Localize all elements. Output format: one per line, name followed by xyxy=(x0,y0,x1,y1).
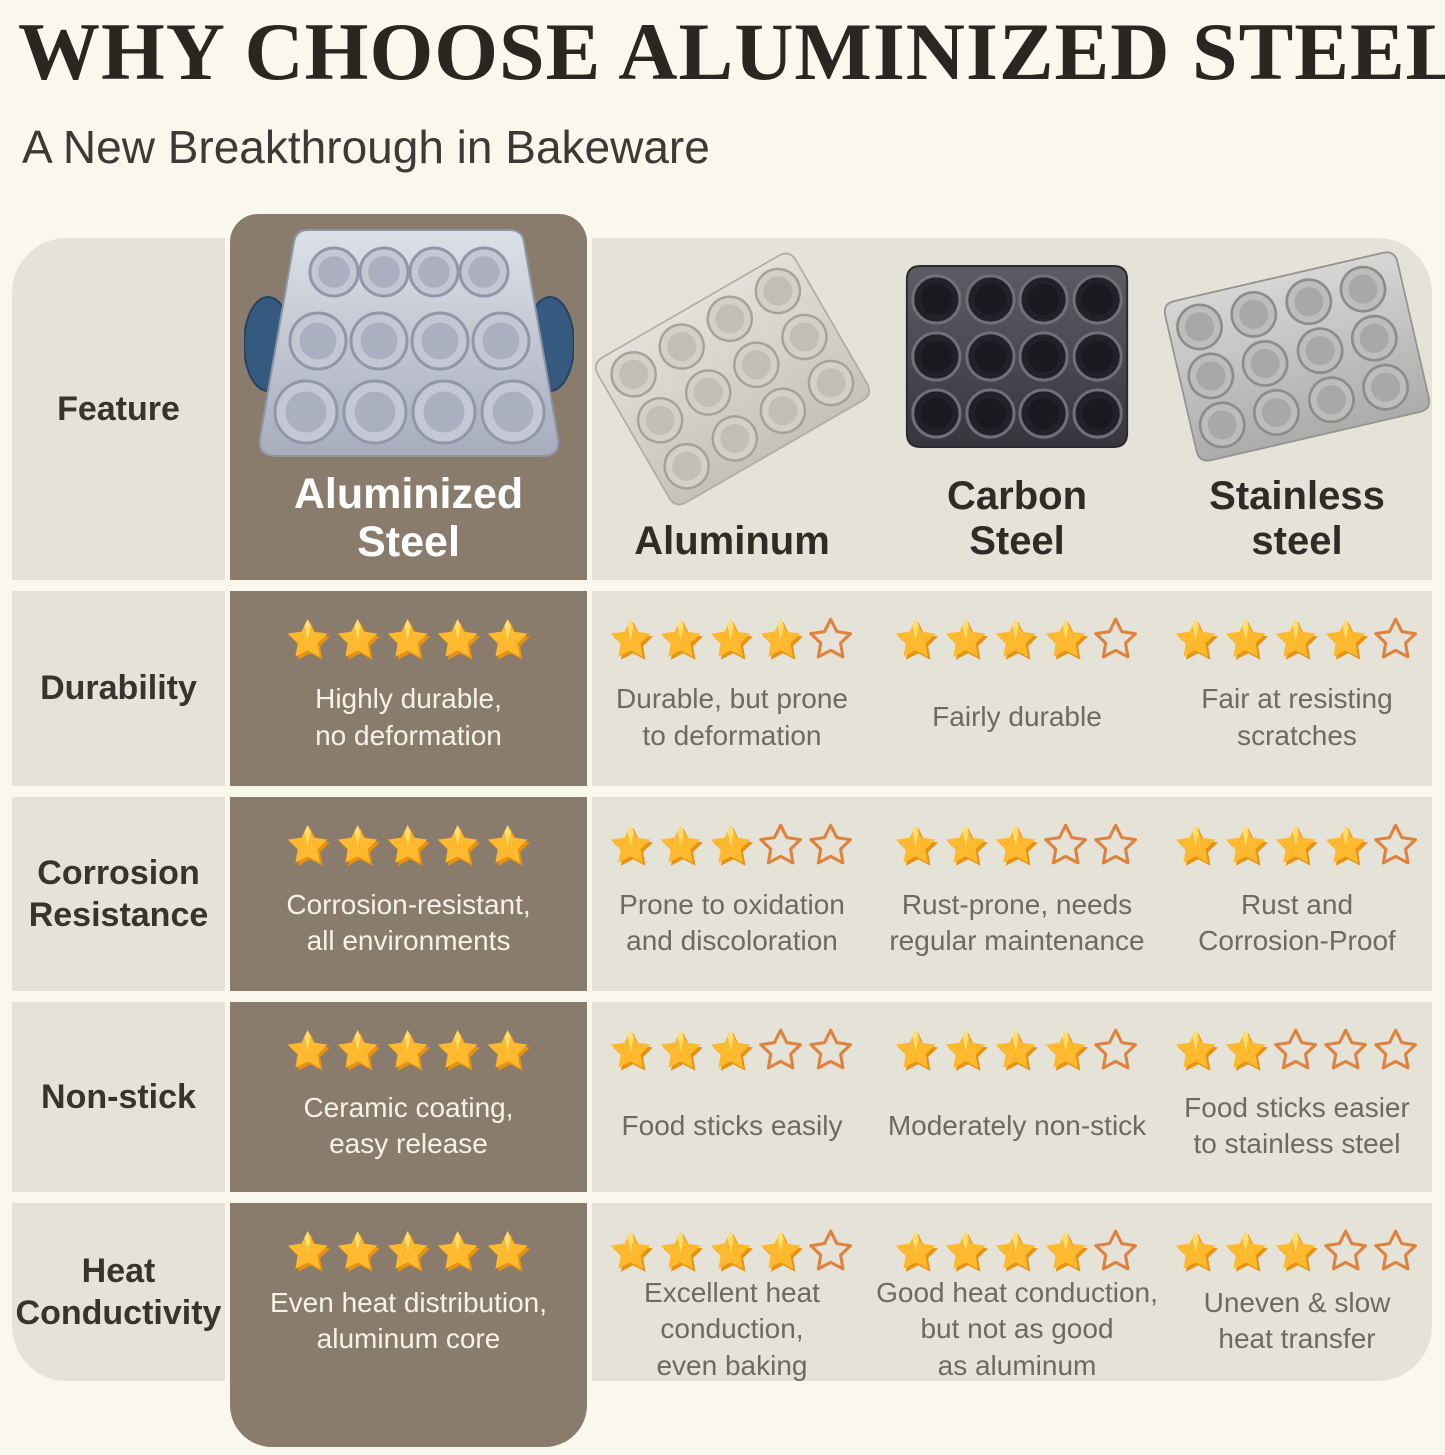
feature-label: Durability xyxy=(40,669,197,708)
column-header-carbon-steel: Carbon Steel xyxy=(872,238,1162,580)
star-rating xyxy=(894,1028,1140,1074)
column-header-aluminized-steel: Aluminized Steel xyxy=(230,214,587,580)
cell-description: Rust-prone, needs regular maintenance xyxy=(889,888,1145,956)
cell-heat-carbon: Good heat conduction, but not as good as… xyxy=(872,1203,1162,1381)
cell-description: Corrosion-resistant, all environments xyxy=(286,888,531,956)
cell-durability-aluminum: Durable, but prone to deformation xyxy=(592,591,872,786)
cell-description: Food sticks easier to stainless steel xyxy=(1184,1091,1410,1159)
muffin-pan-icon xyxy=(899,258,1135,455)
table-row-durability: Durability Highly durable, no deformatio… xyxy=(12,591,1432,786)
cell-heat-aluminum: Excellent heat conduction, even baking xyxy=(592,1203,872,1381)
muffin-pan-icon xyxy=(243,218,574,466)
cell-description: Fair at resisting scratches xyxy=(1201,683,1393,751)
cell-corrosion-aluminized: Corrosion-resistant, all environments xyxy=(230,797,587,991)
aluminized-steel-pan-image xyxy=(230,214,587,470)
column-label-aluminized-steel: Aluminized Steel xyxy=(293,469,524,566)
column-label-carbon-steel: Carbon Steel xyxy=(947,474,1087,564)
column-header-aluminum: Aluminum xyxy=(592,238,872,580)
column-label-aluminum: Aluminum xyxy=(634,519,830,564)
column-label-stainless-steel: Stainless steel xyxy=(1209,474,1385,564)
cell-heat-aluminized: Even heat distribution, aluminum core xyxy=(230,1203,587,1447)
star-rating xyxy=(1174,823,1420,869)
cell-description: Excellent heat conduction, even baking xyxy=(644,1277,820,1381)
star-rating xyxy=(609,1028,855,1074)
column-header-stainless-steel: Stainless steel xyxy=(1162,238,1432,580)
feature-label: Non-stick xyxy=(41,1077,196,1116)
star-rating xyxy=(1174,1028,1420,1074)
cell-description: Uneven & slow heat transfer xyxy=(1203,1286,1391,1354)
table-row-heat-conductivity: Heat Conductivity Even heat distribution… xyxy=(12,1203,1432,1447)
cell-heat-stainless: Uneven & slow heat transfer xyxy=(1162,1203,1432,1381)
star-rating xyxy=(1174,617,1420,663)
aluminum-pan-image xyxy=(592,238,872,519)
cell-non-stick-aluminum: Food sticks easily xyxy=(592,1002,872,1192)
page-subtitle: A New Breakthrough in Bakeware xyxy=(22,120,710,173)
star-rating xyxy=(286,823,532,869)
cell-non-stick-stainless: Food sticks easier to stainless steel xyxy=(1162,1002,1432,1192)
feature-label: Corrosion Resistance xyxy=(28,853,209,935)
feature-header-cell: Feature xyxy=(12,238,225,580)
cell-description: Ceramic coating, easy release xyxy=(303,1091,514,1159)
cell-description: Even heat distribution, aluminum core xyxy=(269,1287,548,1355)
feature-header-label: Feature xyxy=(57,389,180,428)
cell-description: Fairly durable xyxy=(932,701,1102,733)
feature-cell-heat: Heat Conductivity xyxy=(12,1203,225,1381)
star-rating xyxy=(609,1229,855,1275)
star-rating xyxy=(894,823,1140,869)
cell-description: Food sticks easily xyxy=(621,1109,843,1141)
star-rating xyxy=(286,1028,532,1074)
star-rating xyxy=(894,1229,1140,1275)
star-rating xyxy=(286,1229,532,1275)
table-header-row: Feature Aluminized Steel Aluminum Carbon… xyxy=(12,214,1432,580)
star-rating xyxy=(609,823,855,869)
feature-cell-corrosion: Corrosion Resistance xyxy=(12,797,225,991)
stainless-steel-pan-image xyxy=(1162,238,1432,474)
feature-cell-durability: Durability xyxy=(12,591,225,786)
comparison-table: Feature Aluminized Steel Aluminum Carbon… xyxy=(12,214,1432,1447)
feature-label: Heat Conductivity xyxy=(15,1251,222,1333)
cell-durability-carbon: Fairly durable xyxy=(872,591,1162,786)
cell-description: Moderately non-stick xyxy=(887,1109,1147,1141)
star-rating xyxy=(609,617,855,663)
cell-description: Good heat conduction, but not as good as… xyxy=(876,1277,1158,1381)
cell-description: Highly durable, no deformation xyxy=(315,683,502,751)
cell-durability-aluminized: Highly durable, no deformation xyxy=(230,591,587,786)
table-row-non-stick: Non-stick Ceramic coating, easy release … xyxy=(12,1002,1432,1192)
star-rating xyxy=(1174,1229,1420,1275)
cell-corrosion-aluminum: Prone to oxidation and discoloration xyxy=(592,797,872,991)
muffin-pan-icon xyxy=(580,238,884,520)
star-rating xyxy=(894,617,1140,663)
muffin-pan-icon xyxy=(1152,239,1442,473)
carbon-steel-pan-image xyxy=(872,238,1162,474)
cell-corrosion-stainless: Rust and Corrosion-Proof xyxy=(1162,797,1432,991)
cell-description: Rust and Corrosion-Proof xyxy=(1198,888,1396,956)
table-row-corrosion-resistance: Corrosion Resistance Corrosion-resistant… xyxy=(12,797,1432,991)
cell-non-stick-carbon: Moderately non-stick xyxy=(872,1002,1162,1192)
cell-description: Durable, but prone to deformation xyxy=(616,683,848,751)
feature-cell-non-stick: Non-stick xyxy=(12,1002,225,1192)
cell-non-stick-aluminized: Ceramic coating, easy release xyxy=(230,1002,587,1192)
cell-description: Prone to oxidation and discoloration xyxy=(619,888,845,956)
cell-durability-stainless: Fair at resisting scratches xyxy=(1162,591,1432,786)
page-title: WHY CHOOSE ALUMINIZED STEEL? xyxy=(18,6,1445,97)
star-rating xyxy=(286,617,532,663)
cell-corrosion-carbon: Rust-prone, needs regular maintenance xyxy=(872,797,1162,991)
